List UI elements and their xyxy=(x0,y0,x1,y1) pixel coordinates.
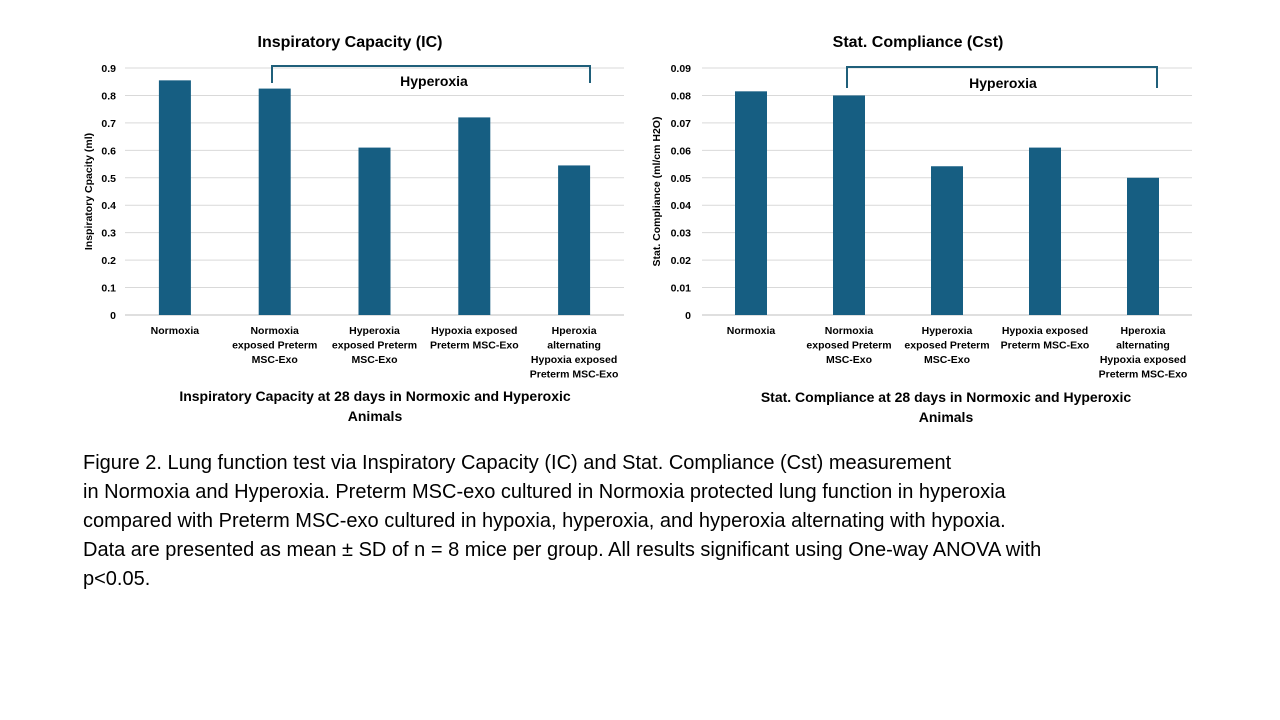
chart-1-y-tick-label: 0.3 xyxy=(101,228,116,240)
chart-1-y-tick-label: 0.4 xyxy=(101,200,116,212)
figure-caption-line-5: p<0.05. xyxy=(83,568,151,590)
chart-1-bar xyxy=(158,80,191,315)
chart-2-y-axis-label: Stat. Compliance (ml/cm H2O) xyxy=(651,117,663,267)
chart-2-category-label-line: Normoxia xyxy=(825,325,874,337)
chart-2-category-label-line: Hypoxia exposed xyxy=(1100,354,1186,366)
chart-1-category-label-line: exposed Preterm xyxy=(332,340,417,352)
chart-2-y-tick-label: 0.09 xyxy=(671,63,692,75)
chart-2-category-label-line: Preterm MSC-Exo xyxy=(1099,369,1188,381)
chart-1-bar xyxy=(458,117,491,316)
chart-2-y-tick-label: 0.08 xyxy=(671,90,692,102)
chart-2-y-tick-label: 0.04 xyxy=(671,200,692,212)
chart-1-category-label-line: Hperoxia xyxy=(552,325,597,337)
figure-caption-line-4: Data are presented as mean ± SD of n = 8… xyxy=(83,539,1042,561)
chart-1-y-tick-label: 0.8 xyxy=(101,90,116,102)
chart-2-category-label: Hyperoxia exposed Preterm MSC-Exo xyxy=(904,325,989,366)
chart-2-bar xyxy=(1127,177,1159,315)
chart-1-category-label-line: Hypoxia exposed xyxy=(531,354,617,366)
chart-1-category-label-line: MSC-Exo xyxy=(252,354,298,366)
figure-caption-line-2: in Normoxia and Hyperoxia. Preterm MSC-e… xyxy=(83,481,1006,503)
chart-2-bar xyxy=(833,95,865,315)
chart-1-category-label-line: Normoxia xyxy=(151,325,200,337)
chart-2-caption-line-2: Animals xyxy=(918,409,974,425)
chart-2-y-tick-label: 0 xyxy=(685,310,691,322)
chart-1-category-label: Normoxia xyxy=(151,325,200,337)
chart-2-y-tick-label: 0.01 xyxy=(671,283,692,295)
chart-1-bar xyxy=(358,147,391,315)
chart-1-y-tick-label: 0.9 xyxy=(101,63,116,75)
chart-1-category-label: Normoxia exposed Preterm MSC-Exo xyxy=(232,325,317,366)
chart-2-category-label-line: exposed Preterm xyxy=(806,340,891,352)
chart-1-bar xyxy=(558,165,591,315)
chart-1-y-tick-label: 0.5 xyxy=(101,173,116,185)
chart-2-y-tick-label: 0.06 xyxy=(671,145,692,157)
chart-1-y-tick-label: 0.1 xyxy=(101,283,116,295)
chart-2-category-label-line: MSC-Exo xyxy=(826,354,872,366)
chart-1-y-axis-label: Inspiratory Cpacity (ml) xyxy=(83,133,95,250)
chart-2-category-label: Normoxia xyxy=(727,325,776,337)
figure-caption: Figure 2. Lung function test via Inspira… xyxy=(83,449,1193,594)
chart-1-caption: Inspiratory Capacity at 28 days in Normo… xyxy=(140,386,610,426)
chart-2-bracket-line xyxy=(846,66,1158,88)
chart-2-category-label-line: Hyperoxia xyxy=(922,325,973,337)
chart-2-bar xyxy=(1029,147,1061,315)
chart-2-bar xyxy=(931,166,963,315)
chart-2-caption-line-1: Stat. Compliance at 28 days in Normoxic … xyxy=(760,389,1132,405)
chart-2-category-label: Normoxia exposed Preterm MSC-Exo xyxy=(806,325,891,366)
chart-1-caption-line-2: Animals xyxy=(347,408,403,424)
chart-2-y-tick-label: 0.03 xyxy=(671,228,692,240)
chart-2-category-label-line: MSC-Exo xyxy=(924,354,970,366)
chart-1-category-label: Hypoxia exposed Preterm MSC-Exo xyxy=(430,325,519,352)
figure-caption-line-3: compared with Preterm MSC-exo cultured i… xyxy=(83,510,1006,532)
chart-2-y-tick-label: 0.02 xyxy=(671,255,692,267)
chart-2-caption: Stat. Compliance at 28 days in Normoxic … xyxy=(711,387,1181,427)
chart-1-y-tick-label: 0.7 xyxy=(101,118,116,130)
chart-2-title: Stat. Compliance (Cst) xyxy=(833,34,1004,51)
chart-1-y-tick-label: 0 xyxy=(110,310,116,322)
chart-2-category-label: Hperoxia alternating Hypoxia exposed Preter… xyxy=(1099,325,1188,381)
figure-caption-line-1: Figure 2. Lung function test via Inspira… xyxy=(83,452,952,474)
chart-2-bar xyxy=(735,91,767,315)
chart-1-bracket-line xyxy=(271,65,591,83)
chart-1-category-label-line: Normoxia xyxy=(250,325,299,337)
chart-1-category-label-line: MSC-Exo xyxy=(351,354,397,366)
chart-1-bracket-label: Hyperoxia xyxy=(400,73,468,89)
chart-2-category-label-line: Hypoxia exposed xyxy=(1002,325,1088,337)
chart-2-category-label-line: alternating xyxy=(1116,340,1170,352)
chart-1-caption-line-1: Inspiratory Capacity at 28 days in Normo… xyxy=(179,388,571,404)
chart-1-category-label-line: Hypoxia exposed xyxy=(431,325,517,337)
chart-1-category-label: Hyperoxia exposed Preterm MSC-Exo xyxy=(332,325,417,366)
chart-2-category-label: Hypoxia exposed Preterm MSC-Exo xyxy=(1001,325,1090,352)
chart-1-category-label-line: alternating xyxy=(547,340,601,352)
chart-1-category-label-line: Preterm MSC-Exo xyxy=(530,369,619,381)
chart-2-y-tick-label: 0.05 xyxy=(671,173,692,185)
chart-1-title: Inspiratory Capacity (IC) xyxy=(258,34,443,51)
chart-2-category-label-line: Normoxia xyxy=(727,325,776,337)
chart-1-category-label-line: exposed Preterm xyxy=(232,340,317,352)
chart-2-category-label-line: Preterm MSC-Exo xyxy=(1001,340,1090,352)
chart-2-y-tick-label: 0.07 xyxy=(671,118,692,130)
chart-1-bar xyxy=(258,88,291,315)
chart-2-category-label-line: Hperoxia xyxy=(1121,325,1166,337)
chart-2-category-label-line: exposed Preterm xyxy=(904,340,989,352)
chart-1-category-label: Hperoxia alternating Hypoxia exposed Preter… xyxy=(530,325,619,381)
chart-1-category-label-line: Preterm MSC-Exo xyxy=(430,340,519,352)
chart-2-bracket-label: Hyperoxia xyxy=(969,75,1037,91)
chart-1-y-tick-label: 0.6 xyxy=(101,145,116,157)
chart-1-category-label-line: Hyperoxia xyxy=(349,325,400,337)
chart-1-y-tick-label: 0.2 xyxy=(101,255,116,267)
